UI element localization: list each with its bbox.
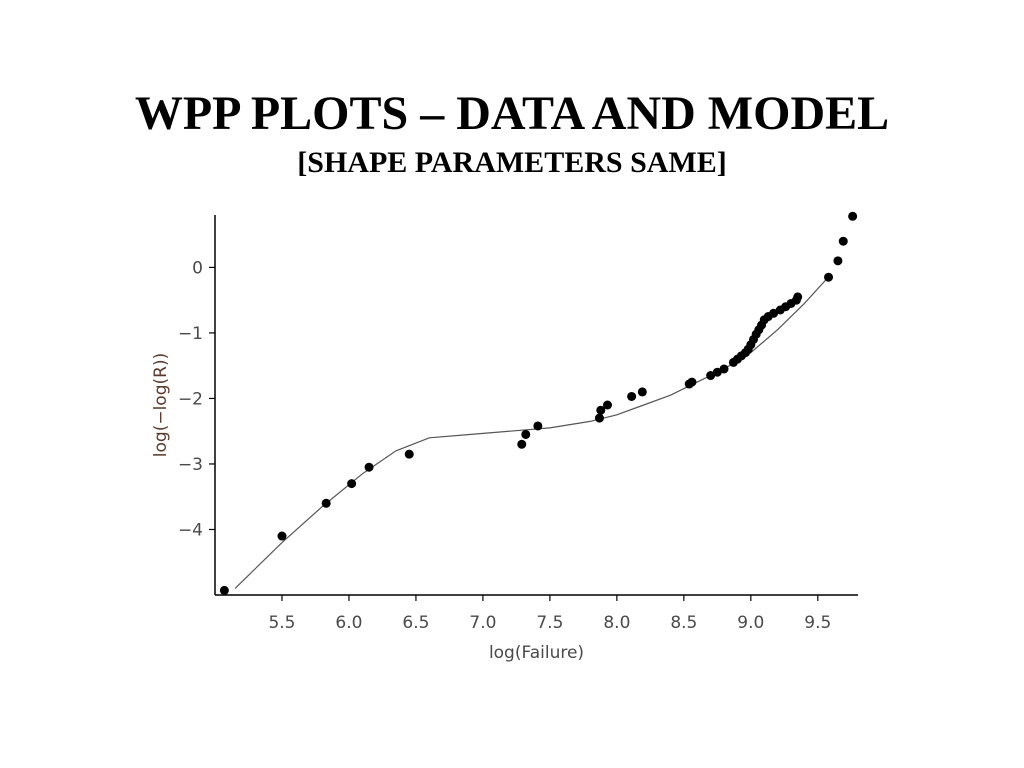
data-point [706,371,716,381]
data-point [824,272,834,282]
x-tick-label: 8.5 [670,613,697,633]
data-point [719,364,729,374]
x-tick-label: 9.5 [804,613,831,633]
y-tick-label: −4 [178,520,203,540]
data-point [596,405,606,415]
y-axis-label: log(−log(R)) [151,353,171,457]
model-curve [234,273,832,589]
y-tick-label: −2 [178,389,203,409]
x-tick-label: 6.5 [402,613,429,633]
data-point [627,391,637,401]
x-tick-label: 7.5 [536,613,563,633]
y-axis-ticks: 0 −1 −2 −3 −4 [178,258,215,540]
data-point [277,531,287,541]
x-tick-label: 9.0 [737,613,764,633]
x-tick-label: 7.0 [469,613,496,633]
slide-title: WPP PLOTS – DATA AND MODEL [134,87,890,140]
data-point [848,211,858,221]
x-tick-label: 5.5 [268,613,295,633]
data-point [594,413,604,423]
data-point [712,367,722,377]
y-tick-label: 0 [192,258,203,278]
data-point [793,292,803,302]
x-axis-ticks: 5.5 6.0 6.5 7.0 7.5 8.0 8.5 9.0 9.5 [268,595,831,633]
chart-axes [214,215,858,596]
x-tick-label: 8.0 [603,613,630,633]
data-point [364,462,374,472]
y-tick-label: −1 [178,324,203,344]
data-point [838,236,848,246]
data-point [533,421,543,431]
data-point [517,439,527,449]
data-point [602,400,612,410]
y-tick-label: −3 [178,455,203,475]
model-curve-group [234,273,832,589]
slide-subtitle: [SHAPE PARAMETERS SAME] [297,146,727,179]
data-point [521,429,531,439]
x-tick-label: 6.0 [335,613,362,633]
data-point [219,585,229,595]
data-point [321,498,331,508]
data-point [833,256,843,266]
data-point [687,377,697,387]
x-axis-label: log(Failure) [489,643,584,663]
data-point [404,449,414,459]
data-point [769,308,779,318]
data-points-group [219,211,858,595]
data-point [347,479,357,489]
data-point [637,387,647,397]
